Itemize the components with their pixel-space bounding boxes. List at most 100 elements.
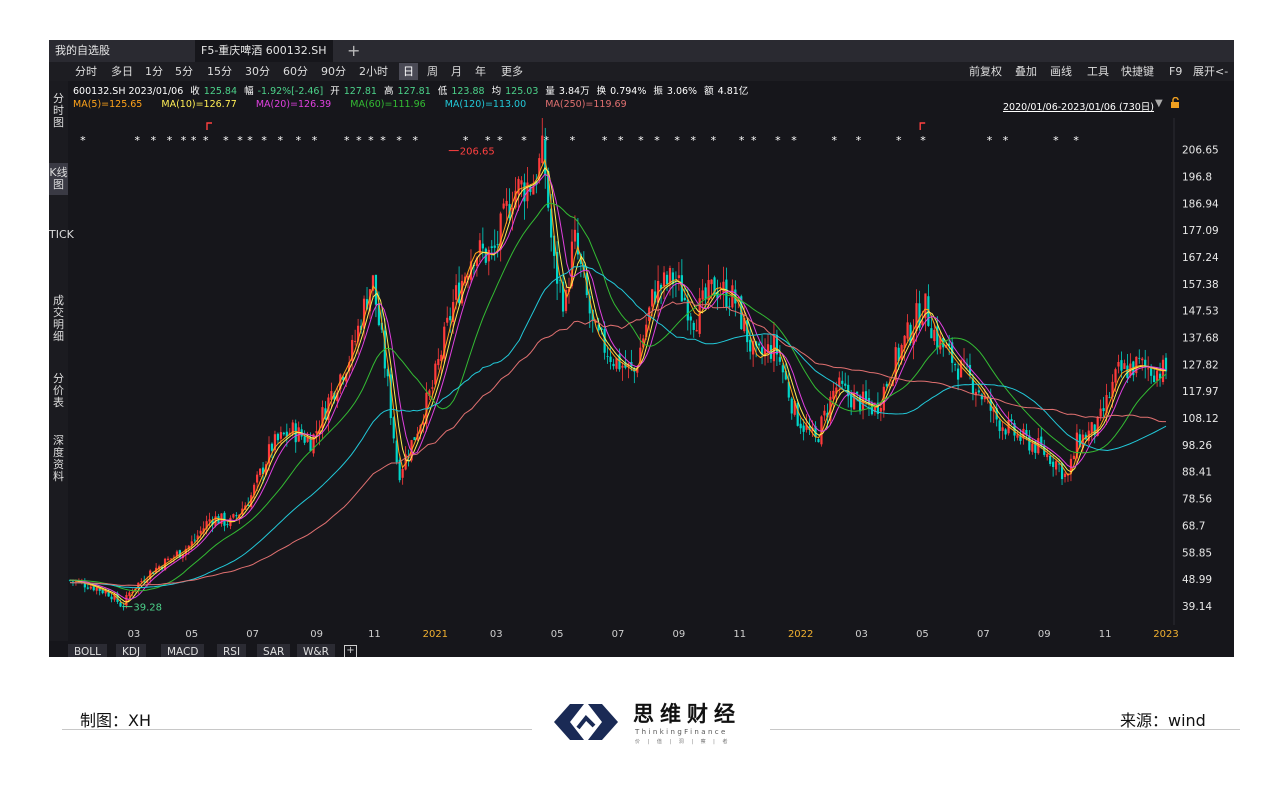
y-tick-label: 147.53	[1182, 306, 1219, 318]
signal-star-marker: *	[739, 134, 745, 147]
period-30min-button[interactable]: 30分	[245, 65, 270, 78]
candle-body	[1155, 370, 1159, 381]
period-toolbar: 分时 多日 1分 5分 15分 30分 60分 90分 2小时 日 周 月 年 …	[49, 62, 1234, 81]
x-axis: 03 05 07 09 11 2021 03 05 07 09 11 2022 03 05 07 09 11 20…	[128, 629, 1179, 640]
candle-body	[401, 468, 404, 478]
close-value: 125.84	[203, 86, 238, 97]
signal-star-marker: *	[654, 134, 660, 147]
sidebar-item-trade-detail[interactable]: 成交明细	[53, 294, 64, 343]
period-more-button[interactable]: 更多	[501, 65, 523, 78]
tools-button[interactable]: 工具	[1087, 65, 1109, 78]
candle-body	[351, 339, 354, 361]
candle-body	[808, 426, 811, 431]
sidebar-item-price-table[interactable]: 分价表	[53, 372, 64, 409]
candle-body	[1078, 434, 1081, 447]
candle-body	[1120, 360, 1123, 371]
indicator-tab-rsi[interactable]: RSI	[217, 644, 247, 657]
candle-body	[169, 558, 173, 560]
candle-body	[398, 459, 401, 481]
candle-body	[475, 257, 479, 266]
candle-body	[1153, 375, 1156, 382]
y-tick-label: 206.65	[1182, 145, 1219, 157]
period-intraday-button[interactable]: 分时	[75, 65, 97, 78]
x-tick-label: 09	[310, 629, 323, 640]
period-1min-button[interactable]: 1分	[145, 65, 163, 78]
candle-body	[1060, 463, 1064, 480]
candle-body	[446, 317, 449, 323]
chevron-down-icon[interactable]: ▼	[1155, 98, 1163, 109]
expand-button[interactable]: 展开<-	[1193, 65, 1229, 78]
period-60min-button[interactable]: 60分	[283, 65, 308, 78]
close-label: 收	[190, 86, 200, 97]
kline-chart[interactable]: 206.65 196.8 186.94 177.09 167.24 157.38 147.5…	[68, 118, 1234, 625]
tab-watchlist[interactable]: 我的自选股	[55, 44, 110, 57]
candle-body	[847, 384, 850, 397]
adjust-forward-button[interactable]: 前复权	[969, 65, 1002, 78]
lock-icon[interactable]	[1170, 97, 1182, 109]
candle-body	[654, 291, 657, 303]
candle-body	[211, 519, 214, 525]
candle-body	[541, 135, 544, 163]
indicator-tab-sar[interactable]: SAR	[257, 644, 291, 657]
period-year-button[interactable]: 年	[475, 65, 486, 78]
ma60-label: MA(60)=111.96	[350, 99, 426, 110]
sidebar-item-intraday[interactable]: 分时图	[53, 92, 64, 129]
candle-body	[603, 329, 606, 353]
candle-body	[1081, 434, 1084, 449]
plus-icon[interactable]: +	[347, 41, 361, 60]
indicator-tab-wr[interactable]: W&R	[297, 644, 335, 657]
indicator-tab-kdj[interactable]: KDJ	[116, 644, 147, 657]
data-source: 来源：wind	[1120, 711, 1206, 730]
x-tick-label: 2021	[423, 629, 448, 640]
candle-body	[645, 324, 648, 338]
candle-body	[588, 295, 591, 314]
stock-terminal-window: 我的自选股 F5-重庆啤酒 600132.SH + 分时 多日 1分 5分 15…	[49, 40, 1234, 657]
signal-star-marker: *	[312, 134, 318, 147]
y-tick-label: 186.94	[1182, 198, 1219, 210]
candle-body	[89, 586, 92, 589]
ma-line-ma10	[69, 167, 1167, 603]
period-multiday-button[interactable]: 多日	[111, 65, 133, 78]
indicator-tab-boll[interactable]: BOLL	[68, 644, 107, 657]
sidebar-item-deep-data[interactable]: 深度资料	[53, 434, 64, 483]
draw-line-button[interactable]: 画线	[1050, 65, 1072, 78]
x-tick-label: 2023	[1153, 629, 1178, 640]
volume-label: 量	[545, 86, 555, 97]
indicator-tab-macd[interactable]: MACD	[161, 644, 205, 657]
signal-star-marker: *	[203, 134, 209, 147]
candle-body	[573, 229, 577, 242]
add-indicator-icon[interactable]: +	[344, 645, 357, 657]
period-2hour-button[interactable]: 2小时	[359, 65, 388, 78]
change-label: 幅	[244, 86, 254, 97]
candle-body	[594, 320, 597, 323]
candle-body	[1164, 357, 1168, 372]
candle-body	[838, 377, 841, 387]
period-15min-button[interactable]: 15分	[207, 65, 232, 78]
candle-body	[362, 298, 366, 329]
candle-body	[998, 420, 1001, 432]
candle-body	[689, 316, 692, 321]
signal-star-marker: *	[413, 134, 419, 147]
period-day-button[interactable]: 日	[399, 63, 418, 80]
tab-chongqing-beer[interactable]: F5-重庆啤酒 600132.SH	[195, 40, 333, 62]
period-month-button[interactable]: 月	[451, 65, 462, 78]
sidebar-item-kline[interactable]: K线图	[49, 163, 68, 195]
candle-body	[119, 602, 122, 607]
signal-star-marker: *	[344, 134, 350, 147]
candle-body	[752, 341, 755, 355]
signal-star-marker: *	[987, 134, 993, 147]
overlay-button[interactable]: 叠加	[1015, 65, 1037, 78]
period-week-button[interactable]: 周	[427, 65, 438, 78]
period-90min-button[interactable]: 90分	[321, 65, 346, 78]
date-range-selector[interactable]: 2020/01/06-2023/01/06 (730日)	[1003, 102, 1155, 113]
sidebar-item-tick[interactable]: TICK	[49, 228, 74, 241]
signal-star-marker: *	[751, 134, 757, 147]
x-tick-label: 07	[977, 629, 990, 640]
shortcut-button[interactable]: 快捷键	[1121, 65, 1154, 78]
candle-body	[668, 267, 672, 284]
candle-body	[912, 333, 915, 345]
f9-button[interactable]: F9	[1169, 65, 1183, 78]
candle-body	[909, 324, 912, 344]
period-5min-button[interactable]: 5分	[175, 65, 193, 78]
candle-body	[336, 392, 339, 402]
